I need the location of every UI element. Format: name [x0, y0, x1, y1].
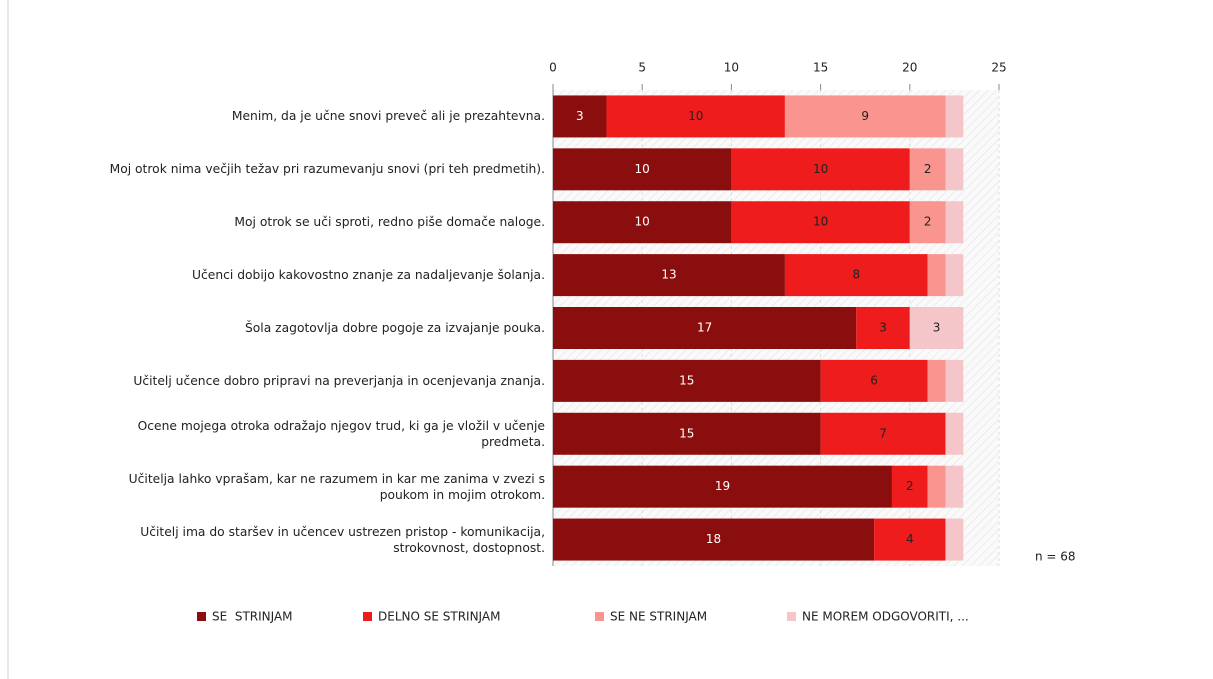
bar-segment [553, 307, 857, 349]
bar-segment [553, 518, 875, 561]
x-tick-label: 15 [813, 61, 828, 75]
category-label: Moj otrok nima večjih težav pri razumeva… [109, 162, 545, 177]
value-label: 8 [852, 268, 860, 282]
bar-segment [553, 465, 892, 508]
bar-segment [927, 465, 946, 508]
annotation: n = 68 [1035, 550, 1076, 564]
bar-segment [891, 465, 928, 508]
category-label: Učitelj učence dobro pripravi na preverj… [133, 373, 545, 388]
bar-segment [820, 359, 928, 402]
value-label: 13 [661, 268, 676, 282]
frame [7, 0, 9, 679]
bar-segment [945, 95, 964, 138]
bar-segment [553, 254, 785, 297]
legend-swatch [363, 612, 372, 621]
bar-segment [820, 412, 946, 455]
value-label: 4 [906, 532, 914, 546]
category-label: Šola zagotovlja dobre pogoje za izvajanj… [244, 321, 545, 335]
value-label: 3 [933, 321, 941, 335]
value-label: 6 [870, 373, 878, 387]
category-label: Menim, da je učne snovi preveč ali je pr… [231, 109, 545, 124]
value-label: 19 [715, 479, 730, 493]
category-label: Moj otrok se uči sproti, redno piše doma… [234, 215, 545, 230]
x-tick-label: 25 [991, 61, 1006, 75]
bar-segment [606, 95, 785, 138]
value-label: 15 [679, 373, 694, 387]
legend-swatch [197, 612, 206, 621]
x-tick-label: 0 [549, 61, 557, 75]
value-label: 18 [706, 532, 721, 546]
bar-segment [945, 412, 964, 455]
bar-segment [731, 148, 910, 191]
value-label: 9 [861, 109, 869, 123]
category-label: Učitelja lahko vprašam, kar ne razumem i… [128, 471, 545, 502]
category-label: Ocene mojega otroka odražajo njegov trud… [137, 418, 545, 449]
bar-segment [909, 201, 946, 244]
value-label: 15 [679, 426, 694, 440]
bar-segment [553, 359, 821, 402]
bar-segment [945, 254, 964, 297]
bar-segment [945, 518, 964, 561]
value-label: 7 [879, 426, 887, 440]
bar-segment [909, 307, 964, 349]
bar-segment [553, 201, 732, 244]
x-tick-label: 20 [902, 61, 917, 75]
category-label: Učitelj ima do staršev in učencev ustrez… [140, 524, 545, 555]
bar-segment [945, 465, 964, 508]
bar-segment [927, 359, 946, 402]
value-label: 2 [906, 479, 914, 493]
x-tick-label: 10 [724, 61, 739, 75]
bar-segment [553, 148, 732, 191]
bar-segment [784, 95, 946, 138]
x-tick-label: 5 [638, 61, 646, 75]
value-label: 2 [924, 215, 932, 229]
bar-segment [553, 95, 607, 138]
bar-segment [553, 412, 821, 455]
value-label: 10 [688, 109, 703, 123]
legend-label: NE MOREM ODGOVORITI, ... [802, 610, 969, 624]
value-label: 10 [813, 215, 828, 229]
value-label: 10 [635, 215, 650, 229]
legend-label: SE NE STRINJAM [610, 610, 707, 624]
value-label: 10 [813, 162, 828, 176]
bar-segment [945, 201, 964, 244]
category-label: Učenci dobijo kakovostno znanje za nadal… [192, 268, 545, 283]
value-label: 3 [576, 109, 584, 123]
bar-segment [856, 307, 910, 349]
value-label: 10 [635, 162, 650, 176]
bar-segment [945, 359, 964, 402]
bar-segment [731, 201, 910, 244]
bar-segment [945, 148, 964, 191]
value-label: 3 [879, 321, 887, 335]
legend-swatch [787, 612, 796, 621]
value-label: 17 [697, 321, 712, 335]
bar-segment [784, 254, 928, 297]
bar-segment [909, 148, 946, 191]
bar-segment [927, 254, 946, 297]
legend-label: DELNO SE STRINJAM [378, 610, 500, 624]
legend-label: SE STRINJAM [212, 610, 293, 624]
bar-segment [874, 518, 946, 561]
legend-swatch [595, 612, 604, 621]
value-label: 2 [924, 162, 932, 176]
